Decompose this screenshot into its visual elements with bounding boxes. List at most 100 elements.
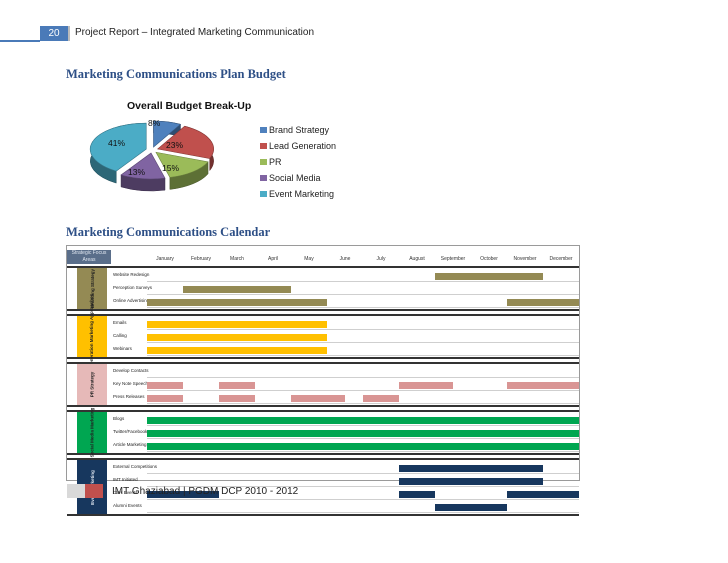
calendar-group: PR Strategy Develop Contacts Key Note Spee… <box>67 362 579 407</box>
row-divider <box>147 307 579 308</box>
legend-swatch <box>260 143 267 149</box>
month-label: September <box>440 256 466 262</box>
row-divider <box>147 486 579 487</box>
group-label: Social Media Marketing <box>77 408 107 457</box>
pie-label-brand-strategy: 8% <box>148 118 161 128</box>
footer-text: IMT Ghaziabad | PGDM DCP 2010 - 2012 <box>112 486 299 497</box>
row-divider <box>147 499 579 500</box>
legend-item: PR <box>260 154 336 170</box>
activity-label: CSR Events <box>113 490 138 495</box>
row-divider <box>147 329 579 330</box>
gantt-bar <box>183 286 291 293</box>
gantt-bar <box>147 321 327 328</box>
row-divider <box>147 451 579 452</box>
calendar-group: Social Media Marketing Blogs Twitter/Faceb… <box>67 408 579 457</box>
month-label: February <box>190 256 211 262</box>
legend-label: Event Marketing <box>269 189 335 199</box>
focus-area-header: Strategic Focus Areas <box>67 250 111 264</box>
pie-slice-social-media <box>120 152 166 180</box>
legend-label: Brand Strategy <box>269 125 330 135</box>
activity-label: Develop Contacts <box>113 368 149 373</box>
month-label: January <box>156 256 174 262</box>
row-divider <box>147 390 579 391</box>
gantt-bar <box>147 382 183 389</box>
gantt-bar <box>399 465 543 472</box>
pie-slice-lead-generation <box>156 125 214 159</box>
legend-swatch <box>260 127 267 133</box>
activity-label: Blogs <box>113 416 125 421</box>
row-divider <box>147 425 579 426</box>
gantt-bar <box>399 491 435 498</box>
gantt-bar <box>399 382 453 389</box>
group-label: PR Strategy <box>77 364 107 405</box>
activity-label: IMT Initiated <box>113 477 138 482</box>
group-label-text: PR Strategy <box>89 371 95 398</box>
footer-red-block <box>85 484 103 498</box>
row-divider <box>147 403 579 404</box>
gantt-bar <box>147 299 327 306</box>
activity-label: Key Note Speeches <box>113 381 153 386</box>
activity-label: Website Redesign <box>113 272 150 277</box>
pie-slice-pr <box>155 151 209 178</box>
activity-label: Twitter/Facebook <box>113 429 148 434</box>
chart-title: Overall Budget Break-Up <box>127 100 252 112</box>
pie-label-event-marketing: 41% <box>108 138 126 148</box>
row-divider <box>147 342 579 343</box>
legend-swatch <box>260 159 267 165</box>
pie-label-pr: 15% <box>162 163 180 173</box>
gantt-bar <box>147 417 579 424</box>
month-label: December <box>549 256 573 262</box>
pie-label-lead-generation: 23% <box>166 140 184 150</box>
month-label: May <box>304 256 314 262</box>
page-number: 20 <box>40 26 68 41</box>
gantt-bar <box>363 395 399 402</box>
gantt-bar <box>435 504 507 511</box>
group-label-text: Social Media Marketing <box>89 407 95 458</box>
calendar-group: Branding Strategy Website Redesign Percept… <box>67 266 579 311</box>
gantt-bar <box>147 443 579 450</box>
activity-label: Calling <box>113 333 127 338</box>
legend-swatch <box>260 175 267 181</box>
activity-label: External Competitions <box>113 464 158 469</box>
row-divider <box>147 377 579 378</box>
legend-item: Lead Generation <box>260 138 336 154</box>
gantt-bar <box>147 395 183 402</box>
gantt-bar <box>219 382 255 389</box>
header-accent-line <box>0 40 40 42</box>
month-label: October <box>480 256 498 262</box>
activity-label: Perception Surveys <box>113 285 153 290</box>
gantt-bar <box>507 382 579 389</box>
month-label: April <box>267 256 278 262</box>
legend-item: Event Marketing <box>260 186 336 202</box>
gantt-bar <box>147 491 219 498</box>
activity-label: Emails <box>113 320 127 325</box>
gantt-bar <box>435 273 543 280</box>
gantt-bar <box>291 395 345 402</box>
activity-label: Webinars <box>113 346 132 351</box>
month-label: July <box>376 256 386 262</box>
month-label: November <box>513 256 537 262</box>
calendar-heading: Marketing Communications Calendar <box>66 225 271 239</box>
legend-label: Lead Generation <box>269 141 337 151</box>
budget-pie-chart <box>89 120 214 192</box>
row-divider <box>147 355 579 356</box>
legend-item: Brand Strategy <box>260 122 336 138</box>
gantt-bar <box>399 478 543 485</box>
budget-heading: Marketing Communications Plan Budget <box>66 67 286 81</box>
gantt-bar <box>147 430 579 437</box>
chart-legend: Brand Strategy Lead Generation PR Social… <box>260 122 336 202</box>
gantt-bar <box>507 491 579 498</box>
activity-label: Article Marketing <box>113 442 147 447</box>
row-divider <box>147 438 579 439</box>
group-label: Lead Generation Marketing Approaches <box>77 294 107 379</box>
month-label: June <box>339 256 351 262</box>
page-header-title: Project Report – Integrated Marketing Co… <box>75 27 315 38</box>
marketing-calendar: Strategic Focus Areas January February Mar… <box>66 245 580 516</box>
pie-slice-event-marketing <box>89 122 147 172</box>
legend-label: PR <box>269 157 282 167</box>
row-divider <box>147 512 579 513</box>
row-divider <box>147 281 579 282</box>
gantt-bar <box>147 347 327 354</box>
activity-label: Press Releases <box>113 394 145 399</box>
legend-swatch <box>260 191 267 197</box>
